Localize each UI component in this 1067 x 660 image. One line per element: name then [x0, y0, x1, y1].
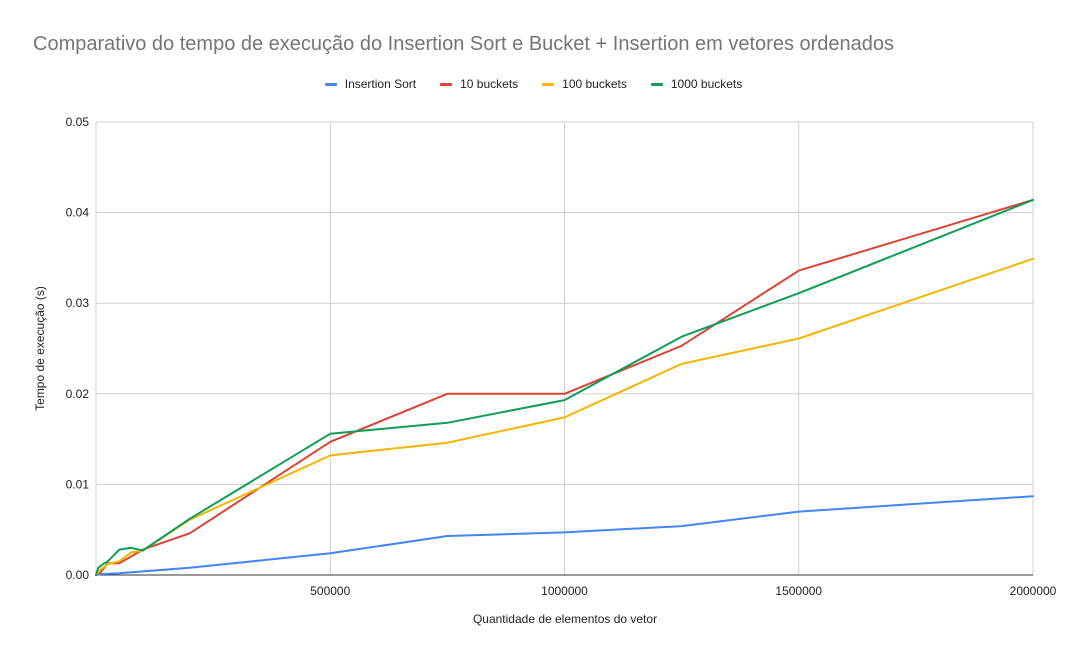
y-tick-label: 0.03	[66, 296, 90, 310]
legend-swatch	[650, 82, 663, 86]
y-tick-label: 0.00	[66, 568, 90, 582]
x-tick-label: 500000	[310, 584, 350, 598]
legend-swatch	[324, 82, 337, 86]
legend-item-10-buckets: 10 buckets	[440, 77, 518, 91]
legend-swatch	[440, 82, 453, 86]
series-line-insertion-sort	[95, 495, 1034, 576]
y-tick-label: 0.01	[66, 477, 90, 491]
chart-title: Comparativo do tempo de execução do Inse…	[33, 33, 895, 55]
legend-label: 100 buckets	[562, 77, 627, 91]
x-axis-title: Quantidade de elementos do vetor	[473, 612, 657, 626]
legend-item-1000-buckets: 1000 buckets	[650, 77, 743, 91]
x-tick-label: 2000000	[1010, 584, 1057, 598]
chart-legend: Insertion Sort 10 buckets 100 buckets 1000 …	[0, 77, 1067, 91]
legend-label: Insertion Sort	[344, 77, 417, 91]
x-tick-label: 1000000	[541, 584, 588, 598]
legend-label: 1000 buckets	[670, 77, 743, 91]
legend-swatch	[542, 82, 555, 86]
y-tick-label: 0.02	[66, 387, 90, 401]
legend-item-100-buckets: 100 buckets	[542, 77, 627, 91]
y-tick-label: 0.04	[66, 206, 90, 220]
series-line-1000-buckets	[95, 198, 1034, 576]
legend-item-insertion-sort: Insertion Sort	[324, 77, 417, 91]
x-tick-label: 1500000	[775, 584, 822, 598]
legend-label: 10 buckets	[460, 77, 519, 91]
y-axis-title: Tempo de execução (s)	[33, 286, 47, 411]
y-tick-label: 0.05	[66, 115, 90, 129]
